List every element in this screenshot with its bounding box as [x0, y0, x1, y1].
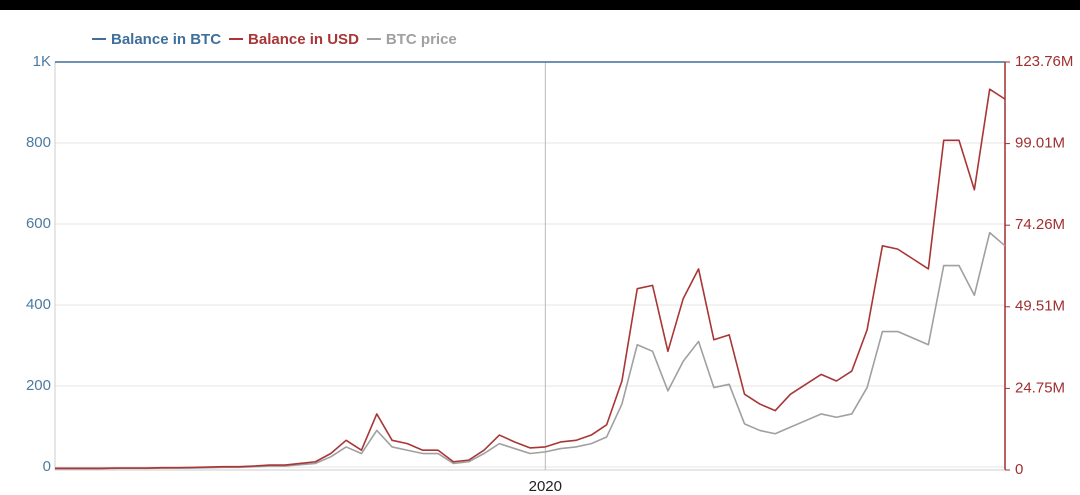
legend-label: BTC price: [386, 31, 457, 48]
y-tick-label: 200: [26, 377, 51, 394]
y-tick-label: 600: [26, 215, 51, 232]
y-tick-label: 1K: [33, 53, 51, 70]
y2-tick-label: 24.75M: [1015, 379, 1065, 396]
y2-tick-label: 123.76M: [1015, 53, 1073, 70]
y2-tick-label: 0: [1015, 461, 1023, 478]
y2-tick-label: 99.01M: [1015, 135, 1065, 152]
legend-label: Balance in USD: [248, 31, 359, 48]
y2-tick-label: 49.51M: [1015, 298, 1065, 315]
y2-tick-label: 74.26M: [1015, 216, 1065, 233]
y-tick-label: 0: [43, 458, 51, 475]
legend-label: Balance in BTC: [111, 31, 221, 48]
series-line: [55, 88, 1006, 470]
series-line: [55, 231, 1006, 470]
x-tick-label: 2020: [529, 478, 562, 495]
y-tick-label: 400: [26, 296, 51, 313]
y-tick-label: 800: [26, 134, 51, 151]
top-bar: [0, 0, 1080, 10]
